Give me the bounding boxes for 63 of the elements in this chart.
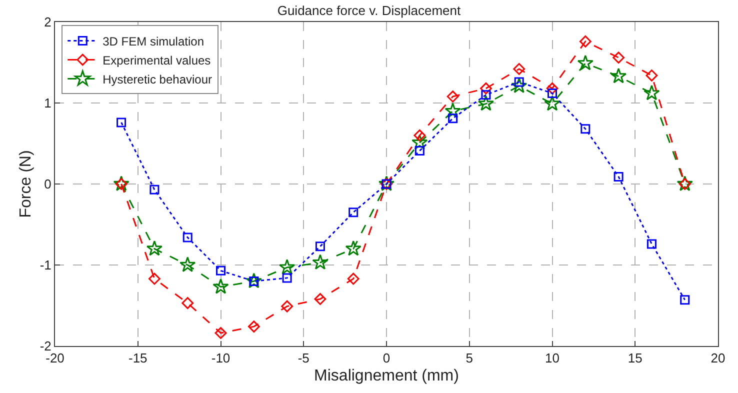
- point: [180, 256, 196, 272]
- point: [282, 273, 292, 283]
- point: [414, 146, 424, 156]
- point: [148, 272, 160, 285]
- point: [116, 118, 126, 128]
- legend-label: Experimental values: [102, 53, 211, 68]
- point: [146, 240, 163, 256]
- point: [212, 278, 229, 294]
- point: [246, 272, 262, 288]
- point: [314, 293, 326, 305]
- point: [412, 134, 428, 150]
- point: [481, 90, 491, 100]
- point: [216, 266, 226, 276]
- point: [548, 88, 557, 98]
- point: [444, 102, 461, 118]
- point: [345, 240, 362, 256]
- point: [248, 320, 260, 333]
- point: [348, 208, 358, 218]
- point: [646, 70, 658, 82]
- point: [577, 54, 594, 70]
- x-tick-label: -10: [211, 350, 230, 366]
- point: [281, 300, 293, 312]
- x-tick-label: -15: [128, 350, 148, 366]
- point: [610, 68, 627, 84]
- point: [644, 84, 660, 100]
- y-tick-label: 0: [44, 176, 52, 192]
- point: [480, 82, 492, 94]
- y-tick-label: 2: [44, 14, 52, 30]
- y-tick-label: -1: [40, 258, 52, 273]
- point: [511, 78, 528, 93]
- point: [680, 295, 690, 305]
- point: [414, 129, 426, 142]
- point: [182, 297, 194, 310]
- x-tick-label: 0: [382, 350, 390, 366]
- point: [150, 184, 160, 194]
- point: [544, 95, 560, 111]
- x-tick-label: -5: [298, 350, 310, 366]
- point: [478, 95, 494, 111]
- y-tick-label: 1: [44, 96, 52, 111]
- point: [278, 258, 296, 274]
- point: [646, 239, 656, 249]
- point: [347, 272, 360, 285]
- x-tick-label: 5: [466, 350, 473, 366]
- point: [446, 90, 459, 102]
- point: [580, 124, 590, 134]
- point: [312, 254, 328, 270]
- chart-title: Guidance force v. Displacement: [277, 2, 462, 18]
- x-axis-title: Misalignement (mm): [314, 367, 459, 384]
- legend-label: Hysteretic behaviour: [102, 72, 212, 86]
- point: [513, 63, 526, 75]
- point: [182, 232, 192, 242]
- point: [214, 327, 227, 339]
- point: [546, 82, 558, 94]
- legend-label: 3D FEM simulation: [102, 34, 204, 48]
- x-tick-label: 10: [545, 350, 560, 366]
- y-axis-title: Force (N): [18, 150, 35, 218]
- x-tick-label: 15: [628, 350, 642, 366]
- point: [579, 35, 592, 48]
- point: [614, 172, 624, 182]
- point: [448, 114, 458, 124]
- point: [315, 242, 325, 252]
- x-tick-label: 20: [710, 350, 726, 366]
- point: [612, 52, 624, 64]
